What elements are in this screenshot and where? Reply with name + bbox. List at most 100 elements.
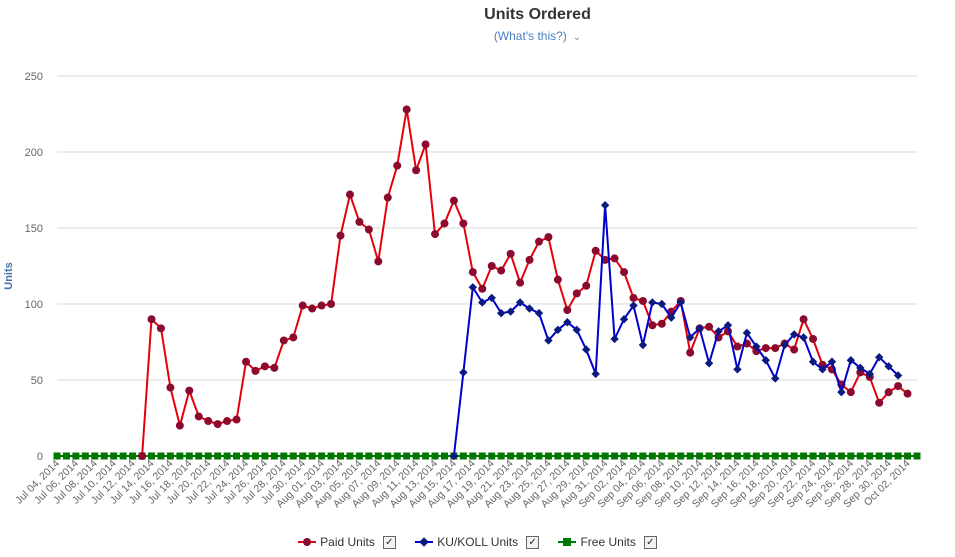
free-units-point [157, 452, 165, 460]
ku-koll-units-point [818, 365, 827, 374]
ku-koll-units-point [515, 298, 525, 307]
ku-koll-units-line [452, 204, 899, 457]
y-tick-label: 100 [25, 299, 43, 311]
chevron-down-icon[interactable]: ⌄ [572, 32, 582, 43]
paid-units-checkbox[interactable]: ✓ [382, 535, 396, 549]
paid-units-point [516, 278, 525, 287]
ku-koll-units-point [761, 356, 770, 365]
paid-units-point [336, 231, 345, 240]
free-units-point [327, 452, 335, 460]
free-units-point [809, 452, 817, 460]
ku-koll-units-point [506, 307, 515, 316]
free-units-point [544, 452, 552, 460]
paid-units-point [327, 300, 336, 308]
legend-item-paid-units[interactable]: Paid Units ✓ [298, 535, 396, 549]
paid-units-point [345, 190, 354, 199]
ku-koll-units-point [771, 374, 780, 383]
free-units-point [318, 452, 326, 460]
free-units-point [384, 452, 392, 460]
paid-units-point [213, 420, 222, 429]
paid-units-point [591, 246, 600, 255]
paid-units-point [374, 257, 383, 266]
free-units-point [904, 452, 912, 460]
paid-units-point [620, 268, 629, 277]
ku-koll-units-point [487, 293, 496, 303]
ku-koll-units-point [667, 313, 676, 322]
paid-units-point [468, 268, 477, 277]
legend-label-ku-koll-units: KU/KOLL Units [437, 535, 519, 549]
free-units-point [176, 452, 184, 460]
free-units-point [554, 452, 562, 460]
ku-koll-units-point [733, 365, 742, 374]
ku-koll-units-point [478, 298, 487, 307]
paid-units-point [298, 301, 307, 310]
free-units-point [346, 452, 354, 460]
free-units-point [828, 452, 836, 460]
free-units-point [677, 452, 685, 460]
legend-label-paid-units: Paid Units [320, 535, 375, 549]
ku-koll-units-point [591, 369, 600, 379]
ku-koll-units-point [676, 298, 685, 307]
free-units-point [818, 452, 826, 460]
ku-koll-units-point [884, 362, 893, 371]
ku-koll-units-point [449, 451, 459, 461]
paid-units-point [289, 333, 298, 342]
free-units-point [592, 452, 600, 460]
free-units-point [365, 452, 373, 460]
free-units-checkbox[interactable]: ✓ [643, 535, 657, 549]
ku-koll-units-point [865, 369, 874, 379]
ku-koll-units-point [638, 340, 648, 350]
ku-koll-units-checkbox[interactable]: ✓ [526, 535, 540, 549]
ku-koll-units-point [695, 324, 704, 333]
free-units-point [166, 452, 174, 460]
free-units-point [422, 452, 430, 460]
paid-units-point [364, 225, 373, 234]
free-units-point [308, 452, 316, 460]
paid-units-point [648, 321, 657, 330]
paid-units-point [629, 293, 638, 302]
y-axis-label: Units [3, 262, 15, 290]
ku-koll-units-point [752, 342, 761, 351]
free-units-point [214, 452, 222, 460]
free-units-point [459, 452, 467, 460]
paid-units-point [487, 262, 496, 270]
free-units-point [119, 452, 127, 460]
free-units-point [648, 452, 656, 460]
ku-koll-units-point [534, 308, 544, 318]
ku-koll-units-point [553, 325, 563, 335]
ku-koll-units-point [657, 299, 667, 309]
whats-this-label[interactable]: (What's this?) [493, 29, 567, 43]
ku-koll-units-point [780, 340, 789, 350]
paid-units-point [563, 306, 572, 315]
ku-koll-units-point [808, 357, 818, 366]
ku-koll-units-point [837, 387, 846, 397]
free-units-point [195, 452, 203, 460]
free-units-point [129, 452, 137, 460]
free-units-point [715, 452, 723, 460]
free-units-point [894, 452, 902, 460]
legend-item-free-units[interactable]: Free Units ✓ [558, 535, 657, 549]
paid-units-point [204, 417, 213, 426]
ku-koll-units-point [468, 283, 478, 292]
legend-item-ku-koll-units[interactable]: KU/KOLL Units ✓ [415, 535, 540, 549]
paid-units-point [534, 237, 543, 246]
free-units-point [478, 452, 486, 460]
ku-koll-units-point [874, 353, 884, 362]
paid-units-point [412, 166, 421, 175]
paid-units-point [544, 233, 553, 242]
free-units-point [261, 452, 269, 460]
ku-koll-units-point [827, 357, 837, 366]
free-units-point [270, 452, 278, 460]
free-units-point [185, 452, 193, 460]
y-tick-label: 250 [25, 71, 43, 83]
ku-koll-units-point [525, 304, 534, 313]
paid-units-point [194, 412, 203, 421]
paid-units-point [279, 336, 288, 345]
paid-units-point [459, 219, 468, 228]
paid-units-point [138, 452, 147, 460]
paid-units-point [175, 421, 184, 430]
whats-this-link[interactable]: (What's this?) ⌄ [0, 29, 955, 43]
free-units-point [724, 452, 732, 460]
free-units-point [856, 452, 864, 460]
